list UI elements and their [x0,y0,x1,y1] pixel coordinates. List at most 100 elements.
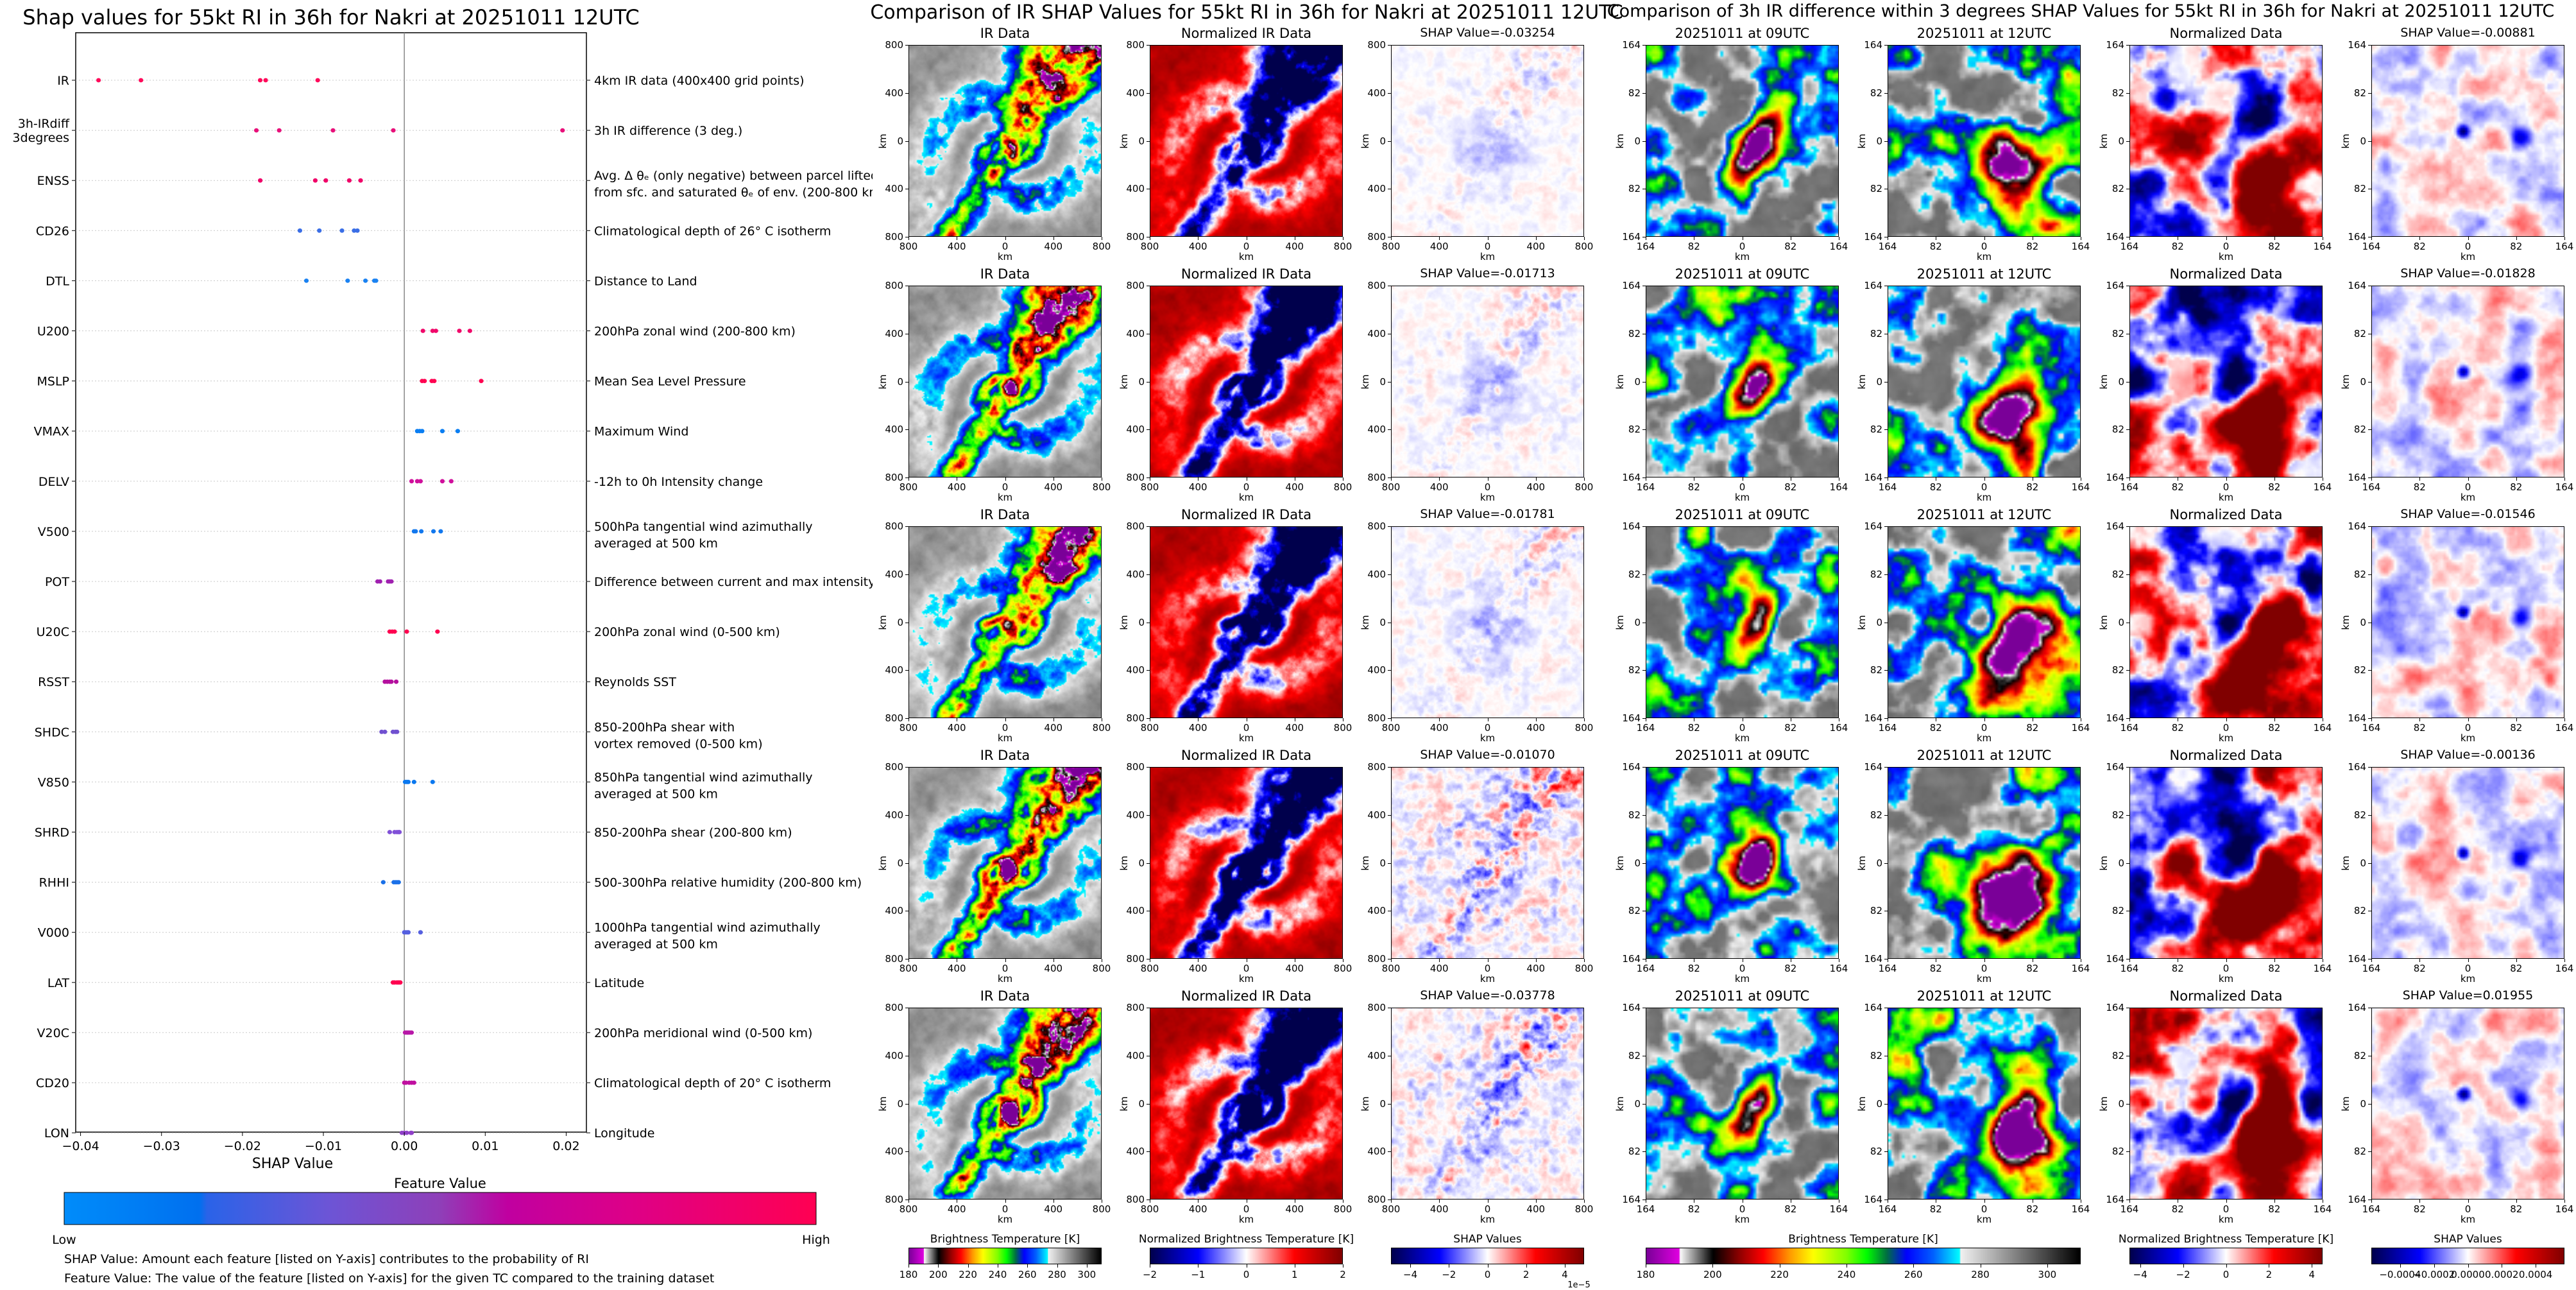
x-tick-label: 82 [2171,241,2184,252]
x-tick [1584,718,1585,721]
x-tick-label: 0 [2464,481,2471,493]
note-text: SHAP Value: Amount each feature [listed … [64,1252,589,1266]
colorbar-tick-label: 260 [1904,1269,1923,1280]
x-tick [2226,718,2227,721]
y-tick-label: 800 [1126,39,1145,51]
y-tick [1642,92,1646,94]
x-tick-label: 82 [2026,241,2039,252]
colorbar-tick [2434,1264,2435,1268]
y-tick [2368,718,2371,719]
colorbar-tick [1410,1264,1412,1268]
y-tick [2368,863,2371,864]
y-tick-label: 82 [2111,327,2124,340]
y-tick [1642,526,1646,527]
colorbar-tick-label: 180 [1636,1269,1655,1280]
y-tick [1884,767,1888,768]
image-panel [908,526,1102,718]
y-tick [1642,477,1646,478]
feature-code-label: 3h-IRdiff 3degrees [12,117,69,145]
y-tick-label: 82 [2353,664,2366,676]
x-tick [2129,237,2130,240]
y-tick-label: 400 [1367,1146,1386,1158]
y-tick-label: 0 [1876,616,1882,628]
x-tick-label: 82 [2026,722,2039,734]
panel-title: SHAP Value=-0.01713 [1420,266,1555,280]
shap-point [392,629,397,634]
x-tick-label: 800 [1092,722,1111,734]
colorbar-tick-label: 240 [1837,1269,1856,1280]
x-tick-label: 82 [2171,722,2184,734]
x-tick-label: 0 [1981,722,1988,734]
x-tick-label: 82 [2510,963,2523,974]
x-tick-label: 164 [1636,1203,1655,1215]
y-axis-label: km [1856,1096,1868,1112]
feature-code-label: POT [45,575,69,589]
x-tick [1584,477,1585,481]
x-tick-label: 0.01 [472,1139,499,1153]
y-tick-label: 164 [2348,1194,2366,1205]
image-panel [908,45,1102,237]
y-axis-label: km [2098,1096,2110,1112]
panel-title: 20251011 at 12UTC [1916,507,2052,522]
shap-point [396,880,401,884]
y-tick [1884,381,1888,383]
y-tick [905,477,908,478]
y-tick-label: 82 [2353,183,2366,195]
y-tick-label: 800 [885,231,903,243]
y-tick [2126,381,2129,383]
x-tick-label: 400 [1429,1203,1449,1215]
panel-title: SHAP Value=-0.00881 [2400,26,2536,40]
y-tick [1147,526,1150,527]
x-tick [1984,1200,1985,1203]
feature-description: averaged at 500 km [594,537,718,551]
y-tick [905,767,908,768]
y-tick [2126,1151,2129,1153]
x-axis-label: km [1238,973,1254,985]
colorbar-tick-label: 0.0004 [2518,1269,2553,1280]
x-axis-label: km [997,1214,1013,1225]
shap-point [330,128,336,133]
x-tick [1053,1200,1054,1203]
x-tick-label: 164 [1829,963,1848,974]
x-axis-label: km [2460,251,2476,262]
shap-point [297,228,303,233]
y-axis-label: km [877,374,889,390]
y-tick-label: 0 [897,857,903,869]
x-tick-label: 82 [2171,481,2184,493]
panel-title: SHAP Value=-0.00136 [2400,748,2536,762]
colorbar-tick [938,1264,939,1268]
y-tick-label: 164 [1622,1194,1641,1205]
colorbar-tick-label: 2 [2265,1269,2273,1280]
x-tick-label: 800 [1333,722,1352,734]
y-tick [1642,381,1646,383]
y-tick [2368,141,2371,142]
y-tick-label: 82 [2111,664,2124,676]
y-tick-label: 82 [1628,568,1641,580]
ir-comparison-title: Comparison of IR SHAP Values for 55kt RI… [870,1,1623,24]
shap-point [312,178,318,183]
image-canvas [1391,1008,1584,1200]
y-tick-label: 0 [1876,375,1882,388]
y-tick-label: 800 [1126,1002,1145,1013]
x-tick-label: 0 [1739,1203,1746,1215]
x-axis-label: km [1976,973,1992,985]
y-tick-label: 800 [1126,712,1145,724]
x-tick [1535,718,1537,721]
x-tick-label: 400 [1188,1203,1207,1215]
image-canvas [2129,1008,2323,1200]
x-tick-label: 82 [2026,481,2039,493]
shap-point [363,279,368,283]
panel-title: SHAP Value=-0.01781 [1420,507,1555,521]
colorbar-tick-label: 0.0000 [2451,1269,2485,1280]
x-tick-label: 82 [1687,1203,1700,1215]
x-tick [1984,959,1985,962]
y-tick-label: 82 [1628,183,1641,195]
y-tick-label: 0 [2360,135,2366,147]
y-axis-label: km [2098,374,2110,390]
x-axis-label: km [997,492,1013,503]
y-tick-label: 164 [2348,39,2366,51]
y-tick [1147,141,1150,142]
y-tick-label: 82 [1628,905,1641,917]
y-axis-label: km [1360,1096,1371,1112]
y-tick [1388,429,1391,431]
